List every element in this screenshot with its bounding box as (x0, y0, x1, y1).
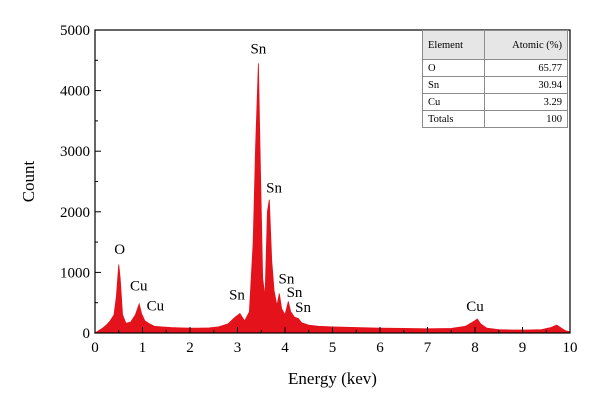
cell-element: Totals (421, 110, 486, 128)
peak-label: Sn (295, 300, 311, 316)
y-tick-label: 3000 (60, 144, 90, 160)
y-tick-label: 2000 (60, 205, 90, 221)
x-tick-label: 2 (186, 340, 194, 356)
x-tick-label: 4 (281, 340, 289, 356)
x-tick-label: 8 (471, 340, 479, 356)
peak-label: Sn (250, 42, 266, 58)
peak-label: Sn (279, 271, 295, 287)
x-tick-label: 3 (234, 340, 242, 356)
x-tick-label: 7 (424, 340, 432, 356)
x-tick-label: 10 (563, 340, 578, 356)
cell-element: Cu (421, 93, 486, 111)
peak-label: Cu (466, 299, 484, 315)
peak-label: Sn (287, 285, 303, 301)
cell-element: O (421, 59, 486, 77)
x-tick-label: 0 (91, 340, 99, 356)
y-tick-label: 4000 (60, 84, 90, 100)
cell-value: 100 (484, 110, 568, 128)
composition-table: Element Atomic (%) O 65.77 Sn 30.94 Cu 3… (421, 30, 568, 128)
peak-label: O (114, 242, 125, 258)
peak-label: Sn (229, 288, 245, 304)
x-tick-label: 1 (139, 340, 147, 356)
plot-layer (93, 63, 571, 334)
table-row: O 65.77 (421, 59, 568, 77)
y-tick-label: 5000 (60, 23, 90, 39)
cell-value: 65.77 (484, 59, 568, 77)
table-row: Cu 3.29 (421, 93, 568, 111)
x-tick-label: 9 (519, 340, 527, 356)
table-row: Totals 100 (421, 110, 568, 128)
table-header-row: Element Atomic (%) (421, 30, 568, 60)
header-element: Element (421, 30, 486, 60)
x-axis-title: Energy (kev) (288, 369, 377, 388)
header-atomic-percent: Atomic (%) (484, 30, 568, 60)
peak-label: Cu (130, 279, 148, 295)
cell-element: Sn (421, 76, 486, 94)
cell-value: 30.94 (484, 76, 568, 94)
peak-label: Sn (266, 180, 282, 196)
peak-label: Cu (147, 299, 165, 315)
spectrum-area (93, 63, 571, 334)
y-tick-label: 0 (83, 326, 91, 342)
y-tick-label: 1000 (60, 265, 90, 281)
x-tick-label: 6 (376, 340, 384, 356)
cell-value: 3.29 (484, 93, 568, 111)
x-tick-label: 5 (329, 340, 337, 356)
table-row: Sn 30.94 (421, 76, 568, 94)
y-axis-title: Count (19, 160, 38, 202)
